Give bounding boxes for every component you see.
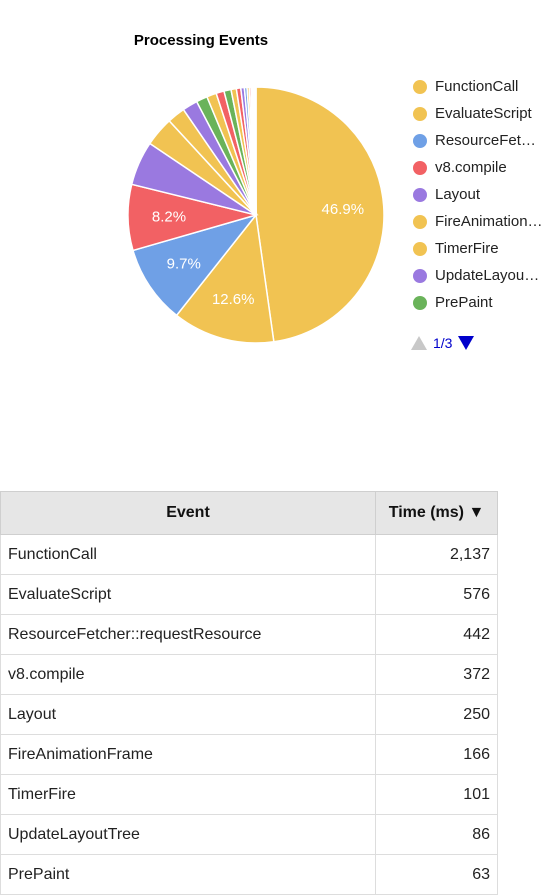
legend-color-swatch bbox=[413, 134, 427, 148]
time-cell: 63 bbox=[376, 855, 498, 895]
table-header-row: Event Time (ms) ▼ bbox=[1, 492, 498, 535]
legend-item[interactable]: EvaluateScript bbox=[413, 100, 550, 127]
legend-label: EvaluateScript bbox=[435, 105, 532, 122]
legend-item[interactable]: FunctionCall bbox=[413, 73, 550, 100]
slice-percent-label: 46.9% bbox=[322, 201, 365, 218]
event-cell: UpdateLayoutTree bbox=[1, 815, 376, 855]
legend-label: FunctionCall bbox=[435, 78, 518, 95]
time-cell: 2,137 bbox=[376, 535, 498, 575]
event-cell: EvaluateScript bbox=[1, 575, 376, 615]
time-cell: 576 bbox=[376, 575, 498, 615]
legend-color-swatch bbox=[413, 296, 427, 310]
triangle-down-icon[interactable] bbox=[458, 336, 474, 350]
legend-label: v8.compile bbox=[435, 159, 507, 176]
time-column-header[interactable]: Time (ms) ▼ bbox=[376, 492, 498, 535]
time-cell: 86 bbox=[376, 815, 498, 855]
legend-color-swatch bbox=[413, 80, 427, 94]
legend-color-swatch bbox=[413, 242, 427, 256]
time-cell: 101 bbox=[376, 775, 498, 815]
legend-pager: 1/3 bbox=[411, 335, 474, 351]
legend-item[interactable]: FireAnimationFrame bbox=[413, 208, 550, 235]
legend: FunctionCall EvaluateScript ResourceFetche… bbox=[413, 73, 550, 316]
pie-chart: 46.9% 12.6% 9.7% 8.2% bbox=[0, 0, 402, 380]
legend-label: UpdateLayoutTree bbox=[435, 267, 543, 284]
legend-label: FireAnimationFrame bbox=[435, 213, 543, 230]
time-cell: 166 bbox=[376, 735, 498, 775]
event-cell: v8.compile bbox=[1, 655, 376, 695]
legend-item[interactable]: v8.compile bbox=[413, 154, 550, 181]
event-cell: PrePaint bbox=[1, 855, 376, 895]
legend-item[interactable]: PrePaint bbox=[413, 289, 550, 316]
legend-item[interactable]: Layout bbox=[413, 181, 550, 208]
legend-color-swatch bbox=[413, 215, 427, 229]
legend-label: ResourceFetcher::requestResource bbox=[435, 132, 543, 149]
pager-text: 1/3 bbox=[433, 335, 452, 351]
event-cell: TimerFire bbox=[1, 775, 376, 815]
legend-item[interactable]: TimerFire bbox=[413, 235, 550, 262]
legend-color-swatch bbox=[413, 269, 427, 283]
time-cell: 250 bbox=[376, 695, 498, 735]
slice-percent-label: 12.6% bbox=[212, 291, 255, 308]
slice-percent-label: 8.2% bbox=[152, 209, 186, 226]
legend-item[interactable]: ResourceFetcher::requestResource bbox=[413, 127, 550, 154]
event-cell: FunctionCall bbox=[1, 535, 376, 575]
legend-color-swatch bbox=[413, 161, 427, 175]
legend-color-swatch bbox=[413, 188, 427, 202]
legend-item[interactable]: UpdateLayoutTree bbox=[413, 262, 550, 289]
legend-label: Layout bbox=[435, 186, 480, 203]
triangle-up-icon bbox=[411, 336, 427, 350]
time-cell: 442 bbox=[376, 615, 498, 655]
legend-label: TimerFire bbox=[435, 240, 499, 257]
pie-slice[interactable] bbox=[256, 87, 384, 342]
event-column-header[interactable]: Event bbox=[1, 492, 376, 535]
event-cell: Layout bbox=[1, 695, 376, 735]
event-cell: FireAnimationFrame bbox=[1, 735, 376, 775]
time-cell: 372 bbox=[376, 655, 498, 695]
legend-label: PrePaint bbox=[435, 294, 493, 311]
event-cell: ResourceFetcher::requestResource bbox=[1, 615, 376, 655]
slice-percent-label: 9.7% bbox=[167, 255, 201, 272]
legend-color-swatch bbox=[413, 107, 427, 121]
